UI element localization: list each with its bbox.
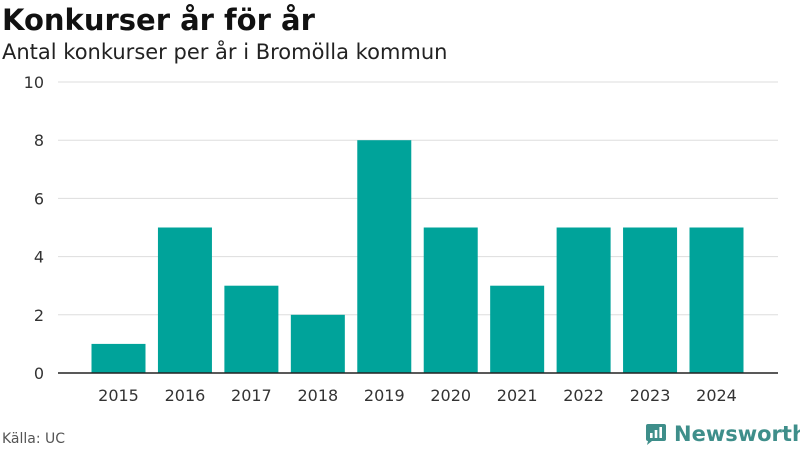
bar-2021 bbox=[490, 285, 545, 373]
x-tick-label: 2024 bbox=[696, 386, 737, 405]
bar-2020 bbox=[423, 227, 478, 373]
x-tick-label: 2018 bbox=[297, 386, 338, 405]
bar-2023 bbox=[623, 227, 678, 373]
bar-2024 bbox=[689, 227, 744, 373]
y-tick-label: 6 bbox=[34, 189, 44, 208]
newsworthy-logo-icon bbox=[646, 424, 666, 445]
y-tick-label: 4 bbox=[34, 248, 44, 267]
bar-2015 bbox=[91, 343, 146, 373]
source-note: Källa: UC bbox=[2, 431, 66, 447]
x-tick-label: 2016 bbox=[165, 386, 206, 405]
x-tick-label: 2021 bbox=[497, 386, 538, 405]
x-tick-label: 2022 bbox=[563, 386, 604, 405]
y-tick-label: 0 bbox=[34, 364, 44, 383]
y-tick-label: 10 bbox=[24, 73, 44, 92]
y-tick-label: 2 bbox=[34, 306, 44, 325]
x-tick-label: 2023 bbox=[630, 386, 671, 405]
bar-2017 bbox=[224, 285, 279, 373]
x-tick-label: 2020 bbox=[430, 386, 471, 405]
bar-2019 bbox=[357, 140, 412, 373]
chart-subtitle: Antal konkurser per år i Bromölla kommun bbox=[2, 40, 448, 64]
bar-2016 bbox=[157, 227, 212, 373]
bar-2018 bbox=[290, 314, 345, 373]
newsworthy-brand: Newsworthy bbox=[644, 420, 800, 448]
x-tick-label: 2019 bbox=[364, 386, 405, 405]
x-tick-label: 2015 bbox=[98, 386, 139, 405]
y-tick-label: 8 bbox=[34, 131, 44, 150]
x-tick-label: 2017 bbox=[231, 386, 272, 405]
bar-2022 bbox=[556, 227, 611, 373]
brand-name: Newsworthy bbox=[674, 422, 800, 446]
chart-title: Konkurser år för år bbox=[2, 3, 315, 37]
